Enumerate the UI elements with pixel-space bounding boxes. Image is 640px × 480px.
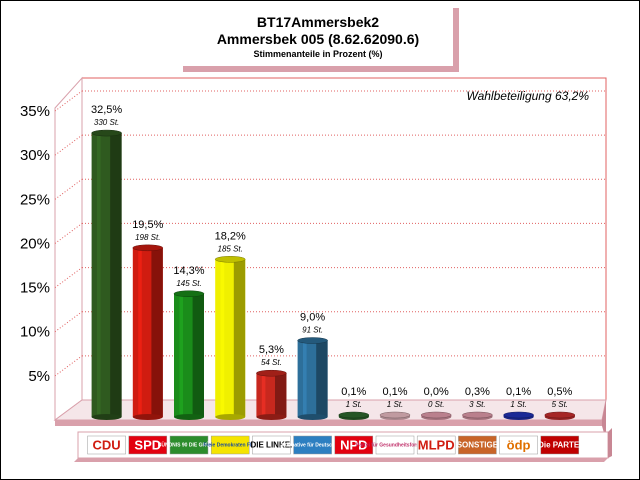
bar-shade-2	[192, 293, 204, 417]
value-label: 0,1%	[341, 386, 366, 398]
party-logo-1	[128, 435, 168, 455]
party-logo-2	[169, 435, 209, 455]
value-label: 14,3%	[173, 265, 204, 277]
value-label: 0,3%	[465, 386, 490, 398]
bar-highlight-4	[261, 373, 266, 417]
bar-bottom-5	[297, 414, 328, 420]
bar-top-4	[256, 369, 287, 377]
plot-floor-front	[55, 420, 602, 426]
plot-floor-side	[602, 400, 606, 440]
party-logo-3	[210, 435, 250, 455]
bar-bottom-4	[256, 414, 287, 420]
y-tick-label: 25%	[20, 191, 50, 208]
y-tick-label: 15%	[20, 280, 50, 297]
turnout-label: Wahlbeteiligung 63,2%	[466, 89, 589, 103]
votes-label: 1 St.	[510, 400, 526, 409]
party-logo-text: CDU	[93, 437, 121, 452]
votes-label: 91 St.	[302, 326, 323, 335]
bar-highlight-5	[303, 340, 307, 417]
bar-top-6	[338, 411, 370, 419]
party-logo-text: Partei für Gesundheitsforschung	[356, 443, 434, 449]
bar-top-8	[420, 411, 452, 419]
votes-label: 1 St.	[346, 400, 362, 409]
party-logo-10	[499, 435, 538, 455]
bar-bottom-3	[215, 414, 246, 420]
votes-label: 145 St.	[176, 279, 201, 288]
y-tick-label: 35%	[20, 103, 50, 120]
party-logo-6	[334, 435, 374, 455]
party-logo-9	[458, 435, 497, 455]
bar-top-0	[91, 129, 122, 137]
bar-shade-0	[110, 133, 122, 418]
bar-highlight-3	[220, 259, 225, 417]
value-label: 0,0%	[424, 386, 449, 398]
party-logo-4	[252, 435, 291, 455]
bar-top-11	[544, 411, 576, 419]
bar-highlight-1	[138, 247, 142, 417]
votes-label: 3 St.	[469, 400, 485, 409]
votes-label: 54 St.	[261, 358, 282, 367]
bar-shade-5	[316, 340, 328, 417]
votes-label: 330 St.	[94, 118, 119, 127]
party-logo-11	[540, 435, 580, 455]
party-logo-text: SPD	[134, 437, 161, 452]
party-logo-text: MLPD	[418, 437, 455, 452]
value-label: 0,1%	[382, 386, 407, 398]
bar-top-1	[132, 244, 164, 252]
bar-bottom-0	[91, 414, 122, 420]
votes-label: 198 St.	[135, 233, 160, 242]
value-label: 18,2%	[215, 230, 246, 242]
y-tick-label: 10%	[20, 324, 50, 341]
party-logo-5	[293, 435, 332, 455]
y-tick-label: 20%	[20, 235, 50, 252]
bar-bottom-2	[174, 414, 204, 420]
bar-shade-3	[233, 259, 246, 417]
bar-top-7	[379, 411, 411, 419]
votes-label: 0 St.	[428, 400, 444, 409]
y-tick-label: 30%	[20, 147, 50, 164]
bar-top-10	[503, 411, 534, 419]
plot-left-wall	[54, 76, 83, 421]
bar-shade-1	[151, 247, 163, 417]
bar-highlight-2	[179, 293, 183, 417]
votes-label: 1 St.	[387, 400, 403, 409]
bar-top-2	[173, 290, 205, 298]
value-label: 5,3%	[259, 344, 284, 356]
logo-strip-side	[608, 428, 612, 458]
party-logo-text: BÜNDNIS 90 DIE GRÜNEN	[158, 442, 221, 449]
bar-top-5	[297, 337, 328, 344]
value-label: 19,5%	[132, 219, 163, 231]
title-box: BT17Ammersbek2 Ammersbek 005 (8.62.62090…	[183, 8, 459, 72]
party-logo-text: Die PARTEI	[538, 441, 581, 450]
bar-top-9	[462, 411, 493, 419]
plot-back-wall	[81, 77, 607, 401]
votes-label: 185 St.	[218, 244, 243, 253]
chart-subtitle: Ammersbek 005 (8.62.62090.6)	[216, 31, 420, 47]
party-logo-text: DIE LINKE.	[251, 441, 293, 450]
bar-highlight-0	[97, 133, 101, 418]
y-tick-label: 5%	[28, 368, 50, 385]
party-logo-text: SONSTIGE	[457, 441, 499, 450]
bar-top-3	[214, 256, 246, 263]
value-label: 0,1%	[506, 386, 531, 398]
bar-bottom-1	[132, 414, 163, 420]
party-logo-8	[416, 435, 456, 455]
party-logo-7	[375, 435, 415, 455]
party-logo-0	[87, 435, 126, 455]
party-logo-text: ödp	[507, 437, 531, 452]
bar-shade-4	[275, 373, 287, 417]
value-label: 9,0%	[300, 312, 325, 324]
chart-caption: Stimmenanteile in Prozent (%)	[253, 49, 383, 59]
chart-title: BT17Ammersbek2	[256, 14, 380, 30]
value-label: 0,5%	[547, 386, 572, 398]
party-logo-text: NPD	[340, 437, 367, 452]
votes-label: 5 St.	[552, 400, 568, 409]
value-label: 32,5%	[91, 104, 122, 116]
logo-strip-bottom	[74, 458, 608, 462]
party-logo-text: Freie Demokraten FDP	[203, 443, 257, 449]
party-logo-text: Alternative für Deutschland	[280, 443, 345, 449]
